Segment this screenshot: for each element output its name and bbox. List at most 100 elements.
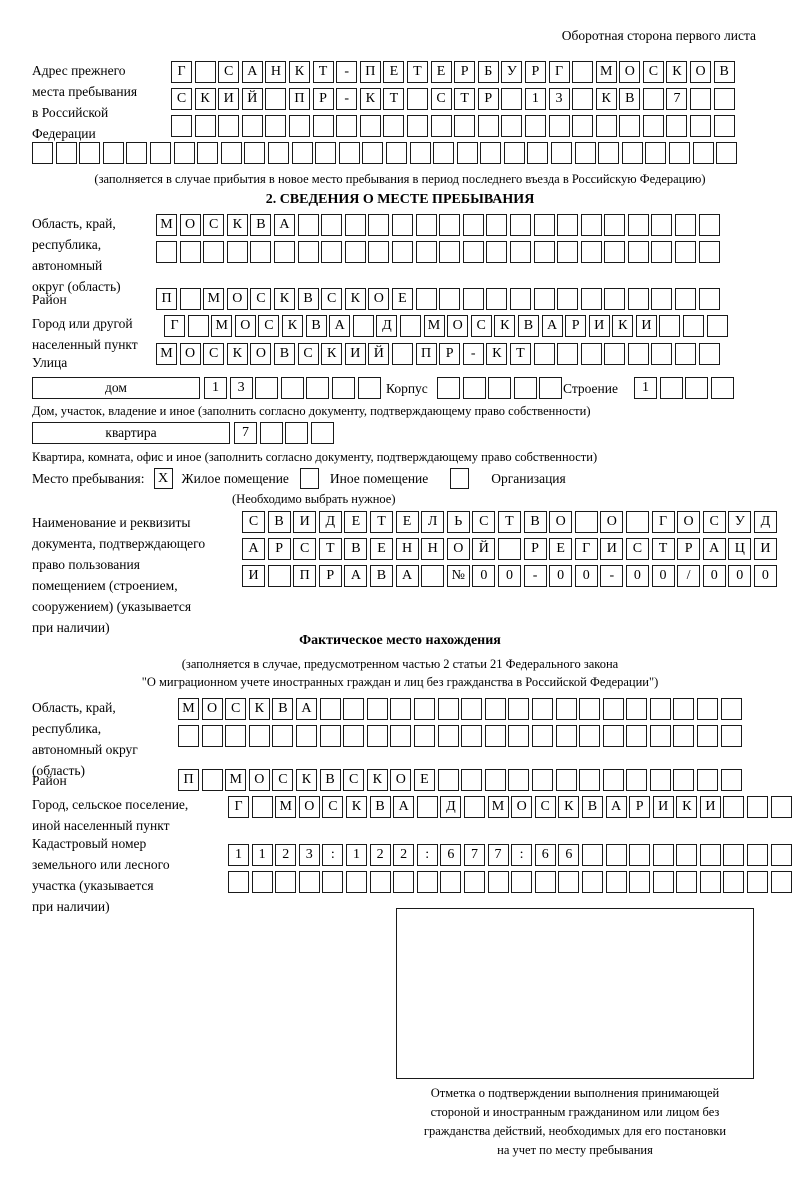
form-cell[interactable]: О (201, 698, 223, 720)
form-cell[interactable] (310, 422, 334, 444)
form-cell[interactable] (673, 725, 695, 747)
form-cell[interactable] (555, 769, 577, 791)
form-cell[interactable] (430, 115, 452, 137)
form-cell[interactable] (416, 796, 438, 818)
form-cell[interactable]: О (446, 538, 470, 560)
form-cell[interactable] (486, 214, 508, 236)
form-cell[interactable] (480, 142, 502, 164)
form-cell[interactable]: Р (267, 538, 291, 560)
form-cell[interactable] (362, 142, 384, 164)
form-cell[interactable]: С (472, 511, 496, 533)
form-cell[interactable] (649, 725, 671, 747)
form-cell[interactable] (713, 115, 735, 137)
form-cell[interactable]: Б (477, 61, 499, 83)
form-cell[interactable] (415, 241, 437, 263)
form-cell[interactable] (508, 769, 530, 791)
form-cell[interactable]: А (242, 538, 265, 560)
form-cell[interactable]: Т (651, 538, 675, 560)
form-cell[interactable] (548, 115, 570, 137)
form-cell[interactable]: П (293, 565, 317, 587)
form-cell[interactable] (462, 377, 486, 399)
form-cell[interactable] (747, 871, 769, 893)
form-cell[interactable]: Т (369, 511, 393, 533)
form-cell[interactable] (194, 115, 216, 137)
form-cell[interactable] (557, 214, 579, 236)
flat-number-row[interactable]: 7 (234, 422, 334, 444)
form-cell[interactable] (156, 241, 177, 263)
form-cell[interactable] (228, 871, 249, 893)
form-cell[interactable]: О (600, 511, 624, 533)
form-cell[interactable] (297, 214, 319, 236)
form-cell[interactable] (244, 142, 266, 164)
form-cell[interactable] (572, 115, 594, 137)
form-cell[interactable] (369, 871, 391, 893)
form-cell[interactable]: Р (677, 538, 701, 560)
form-cell[interactable] (642, 115, 664, 137)
form-cell[interactable]: В (305, 315, 327, 337)
form-cell[interactable] (581, 844, 603, 866)
form-cell[interactable] (706, 315, 728, 337)
form-cell[interactable] (690, 115, 712, 137)
form-cell[interactable]: И (242, 565, 265, 587)
form-cell[interactable] (604, 288, 626, 310)
form-cell[interactable]: В (619, 88, 641, 110)
prev-address-row[interactable] (32, 142, 738, 164)
form-cell[interactable]: Ь (446, 511, 470, 533)
form-cell[interactable] (79, 142, 101, 164)
form-cell[interactable] (486, 288, 508, 310)
form-cell[interactable] (488, 377, 512, 399)
form-cell[interactable] (539, 377, 563, 399)
form-cell[interactable]: В (297, 288, 319, 310)
form-cell[interactable] (413, 725, 435, 747)
form-cell[interactable] (649, 698, 671, 720)
form-cell[interactable]: А (702, 538, 726, 560)
form-cell[interactable] (602, 725, 624, 747)
form-cell[interactable] (580, 288, 602, 310)
form-cell[interactable]: Т (509, 343, 531, 365)
form-cell[interactable] (501, 115, 523, 137)
form-cell[interactable] (484, 769, 506, 791)
form-cell[interactable]: О (226, 288, 248, 310)
form-cell[interactable]: Д (753, 511, 777, 533)
form-cell[interactable] (675, 241, 697, 263)
form-cell[interactable]: О (248, 769, 270, 791)
form-cell[interactable]: С (250, 288, 272, 310)
form-cell[interactable]: В (581, 796, 603, 818)
form-cell[interactable] (595, 115, 617, 137)
form-cell[interactable] (629, 871, 651, 893)
form-cell[interactable] (265, 88, 287, 110)
form-cell[interactable]: И (588, 315, 610, 337)
form-cell[interactable] (511, 871, 533, 893)
form-cell[interactable] (533, 241, 555, 263)
form-cell[interactable]: Г (164, 315, 185, 337)
form-cell[interactable] (345, 871, 367, 893)
form-cell[interactable] (642, 88, 664, 110)
form-cell[interactable]: 0 (702, 565, 726, 587)
form-cell[interactable]: К (321, 343, 343, 365)
form-cell[interactable] (651, 241, 673, 263)
form-cell[interactable]: К (595, 88, 617, 110)
form-cell[interactable] (723, 796, 745, 818)
form-cell[interactable] (201, 725, 223, 747)
form-cell[interactable] (675, 288, 697, 310)
form-cell[interactable]: М (225, 769, 247, 791)
form-cell[interactable] (280, 377, 304, 399)
form-cell[interactable] (486, 241, 508, 263)
form-cell[interactable]: Р (629, 796, 651, 818)
form-cell[interactable] (226, 241, 248, 263)
form-cell[interactable] (770, 844, 792, 866)
form-cell[interactable] (605, 871, 627, 893)
form-cell[interactable] (391, 343, 413, 365)
form-cell[interactable] (723, 871, 745, 893)
form-cell[interactable] (558, 871, 580, 893)
form-cell[interactable]: Т (383, 88, 405, 110)
form-cell[interactable] (319, 725, 341, 747)
form-cell[interactable] (288, 115, 310, 137)
form-cell[interactable] (627, 214, 649, 236)
form-cell[interactable]: С (171, 88, 192, 110)
form-cell[interactable] (533, 343, 555, 365)
form-cell[interactable] (32, 142, 53, 164)
form-cell[interactable]: В (319, 769, 341, 791)
